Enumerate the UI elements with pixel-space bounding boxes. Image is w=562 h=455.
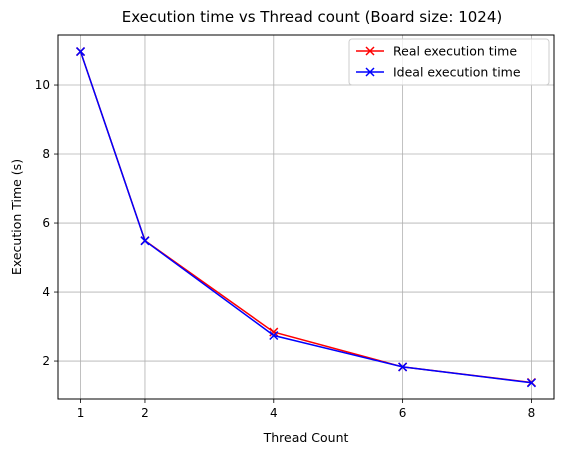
y-tick-label: 4 — [42, 285, 50, 299]
grid — [58, 35, 554, 399]
plot-frame — [57, 34, 555, 400]
series-2 — [76, 47, 536, 388]
data-point-marker — [140, 236, 150, 246]
data-point-marker — [269, 327, 279, 337]
legend-item: Ideal execution time — [356, 65, 521, 80]
chart-title: Execution time vs Thread count (Board si… — [122, 8, 502, 26]
data-point-marker — [398, 362, 408, 372]
legend-item: Real execution time — [356, 44, 517, 59]
x-tick-label: 4 — [270, 406, 278, 420]
data-point-marker — [269, 330, 279, 341]
series-1 — [76, 47, 536, 387]
y-tick-label: 10 — [35, 78, 50, 92]
y-axis-label: Execution Time (s) — [9, 159, 24, 275]
legend-label: Ideal execution time — [393, 65, 521, 80]
x-tick-label: 1 — [77, 406, 85, 420]
legend: Real execution time Ideal execution time — [348, 38, 550, 86]
legend-box — [348, 38, 550, 86]
y-tick-label: 8 — [42, 147, 50, 161]
x-axis-label: Thread Count — [263, 430, 349, 445]
y-tick-label: 6 — [42, 216, 50, 230]
legend-marker — [365, 46, 375, 56]
series-line — [79, 51, 532, 384]
x-tick-label: 8 — [528, 406, 536, 420]
series-line — [79, 51, 532, 384]
legend-marker — [365, 67, 375, 77]
data-point-marker — [76, 47, 86, 57]
legend-label: Real execution time — [393, 44, 517, 59]
series-group — [76, 47, 536, 388]
x-axis: 1 2 4 6 8 — [77, 399, 536, 420]
x-tick-label: 6 — [399, 406, 407, 420]
data-point-marker — [526, 378, 536, 388]
y-tick-label: 2 — [42, 354, 50, 368]
x-tick-label: 2 — [141, 406, 149, 420]
y-axis: 2 4 6 8 10 — [35, 78, 58, 368]
